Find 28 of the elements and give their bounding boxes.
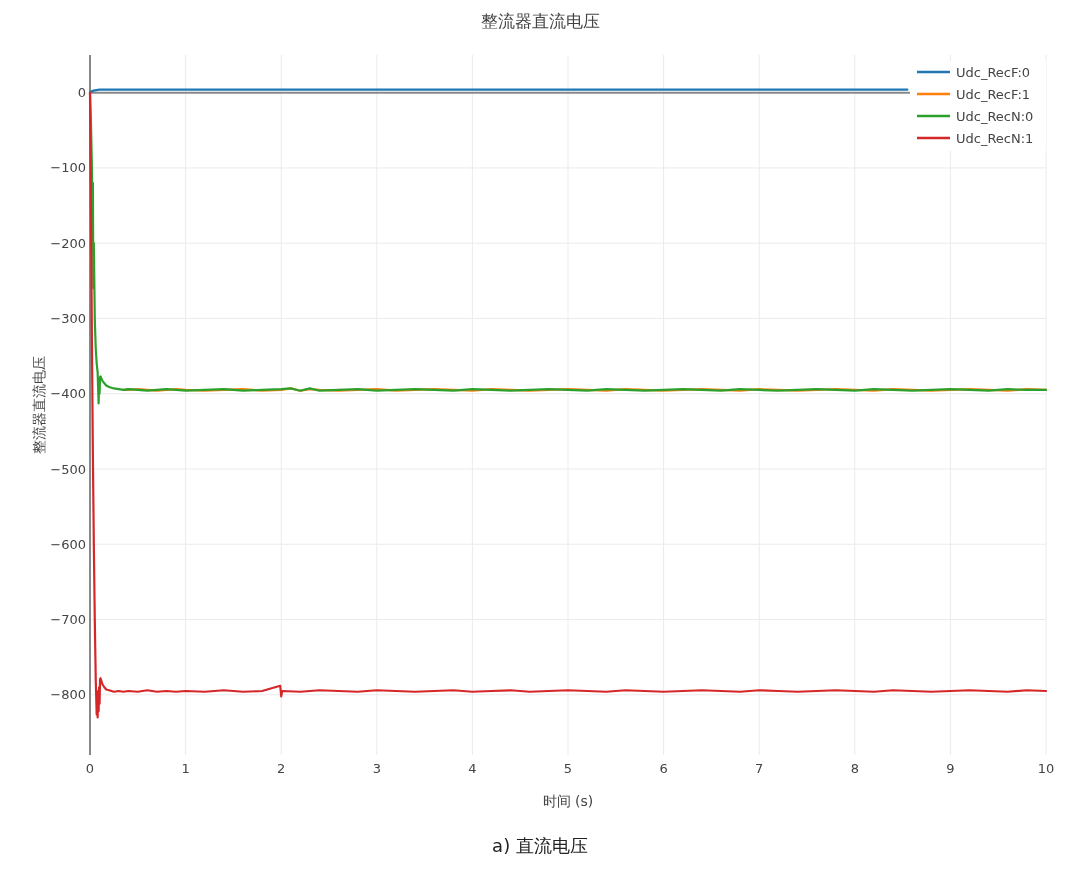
y-tick-label: −600 [50, 536, 86, 552]
y-tick-label: −800 [50, 687, 86, 703]
y-tick-label: −700 [50, 612, 86, 628]
x-tick-label: 4 [468, 761, 477, 776]
line-series [88, 91, 1048, 719]
x-tick-label: 7 [755, 761, 764, 776]
x-tick-label: 6 [659, 761, 668, 776]
x-axis-title: 时间 (s) [542, 793, 594, 809]
legend-label: Udc_RecN:1 [956, 130, 1034, 146]
x-tick-label: 8 [850, 761, 859, 776]
y-axis-title: 整流器直流电压 [31, 356, 47, 454]
y-tick-label: −300 [50, 310, 86, 326]
y-tick-label: −100 [50, 160, 86, 176]
chart-title: 整流器直流电压 [480, 11, 600, 31]
y-tick-label: −400 [50, 386, 86, 402]
x-tick-label: 9 [946, 761, 955, 776]
x-tick-label: 3 [372, 761, 381, 776]
y-tick-label: 0 [77, 85, 86, 101]
x-tick-label: 5 [563, 761, 573, 776]
legend-label: Udc_RecF:1 [956, 86, 1031, 102]
y-tick-label: −200 [50, 235, 86, 251]
x-tick-label: 1 [181, 761, 190, 776]
x-tick-label: 2 [277, 761, 286, 776]
x-tick-label: 10 [1037, 761, 1055, 776]
legend-label: Udc_RecN:0 [956, 108, 1034, 124]
text: a) 直流电压 [492, 835, 588, 856]
y-tick-label: −500 [50, 461, 86, 477]
legend-label: Udc_RecF:0 [956, 64, 1031, 80]
